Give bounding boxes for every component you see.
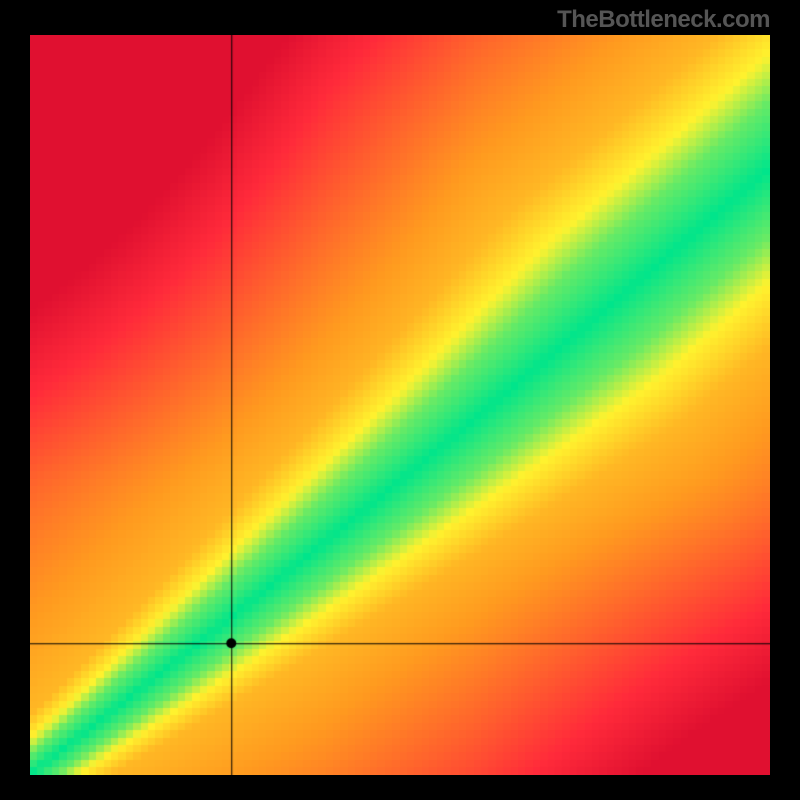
heatmap-canvas (30, 35, 770, 775)
watermark-text: TheBottleneck.com (557, 6, 770, 34)
heatmap-plot (30, 35, 770, 775)
